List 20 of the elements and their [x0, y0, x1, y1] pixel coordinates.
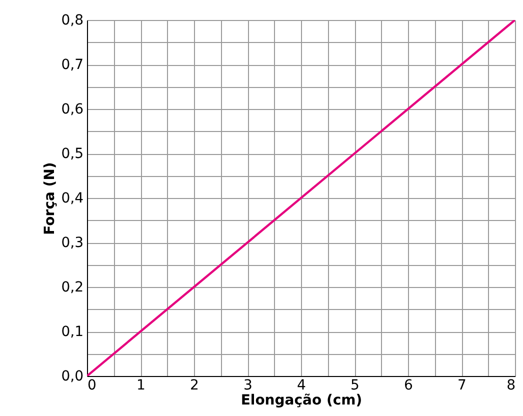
x-axis-title: Elongação (cm) — [240, 392, 362, 408]
y-tick-label: 0,3 — [61, 235, 84, 251]
x-tick-label: 4 — [297, 378, 306, 394]
y-tick-label: 0,8 — [61, 12, 84, 28]
y-tick-label: 0,0 — [61, 368, 84, 384]
x-tick-label: 5 — [350, 378, 360, 394]
y-tick-label: 0,7 — [61, 57, 84, 73]
x-tick-label: 1 — [136, 378, 146, 394]
x-tick-label: 0 — [88, 378, 96, 394]
y-tick-label: 0,1 — [61, 324, 84, 340]
x-tick-label: 3 — [244, 378, 252, 394]
x-tick-label: 7 — [458, 378, 466, 394]
x-tick-label: 2 — [190, 378, 199, 394]
y-axis-title: Força (N) — [42, 162, 58, 235]
y-tick-label: 0,4 — [61, 190, 84, 206]
y-tick-label: 0,6 — [61, 102, 84, 118]
x-tick-label: 6 — [404, 378, 414, 394]
x-tick-label: 8 — [506, 378, 516, 394]
y-tick-label: 0,5 — [61, 146, 84, 162]
y-tick-label: 0,2 — [61, 280, 84, 296]
